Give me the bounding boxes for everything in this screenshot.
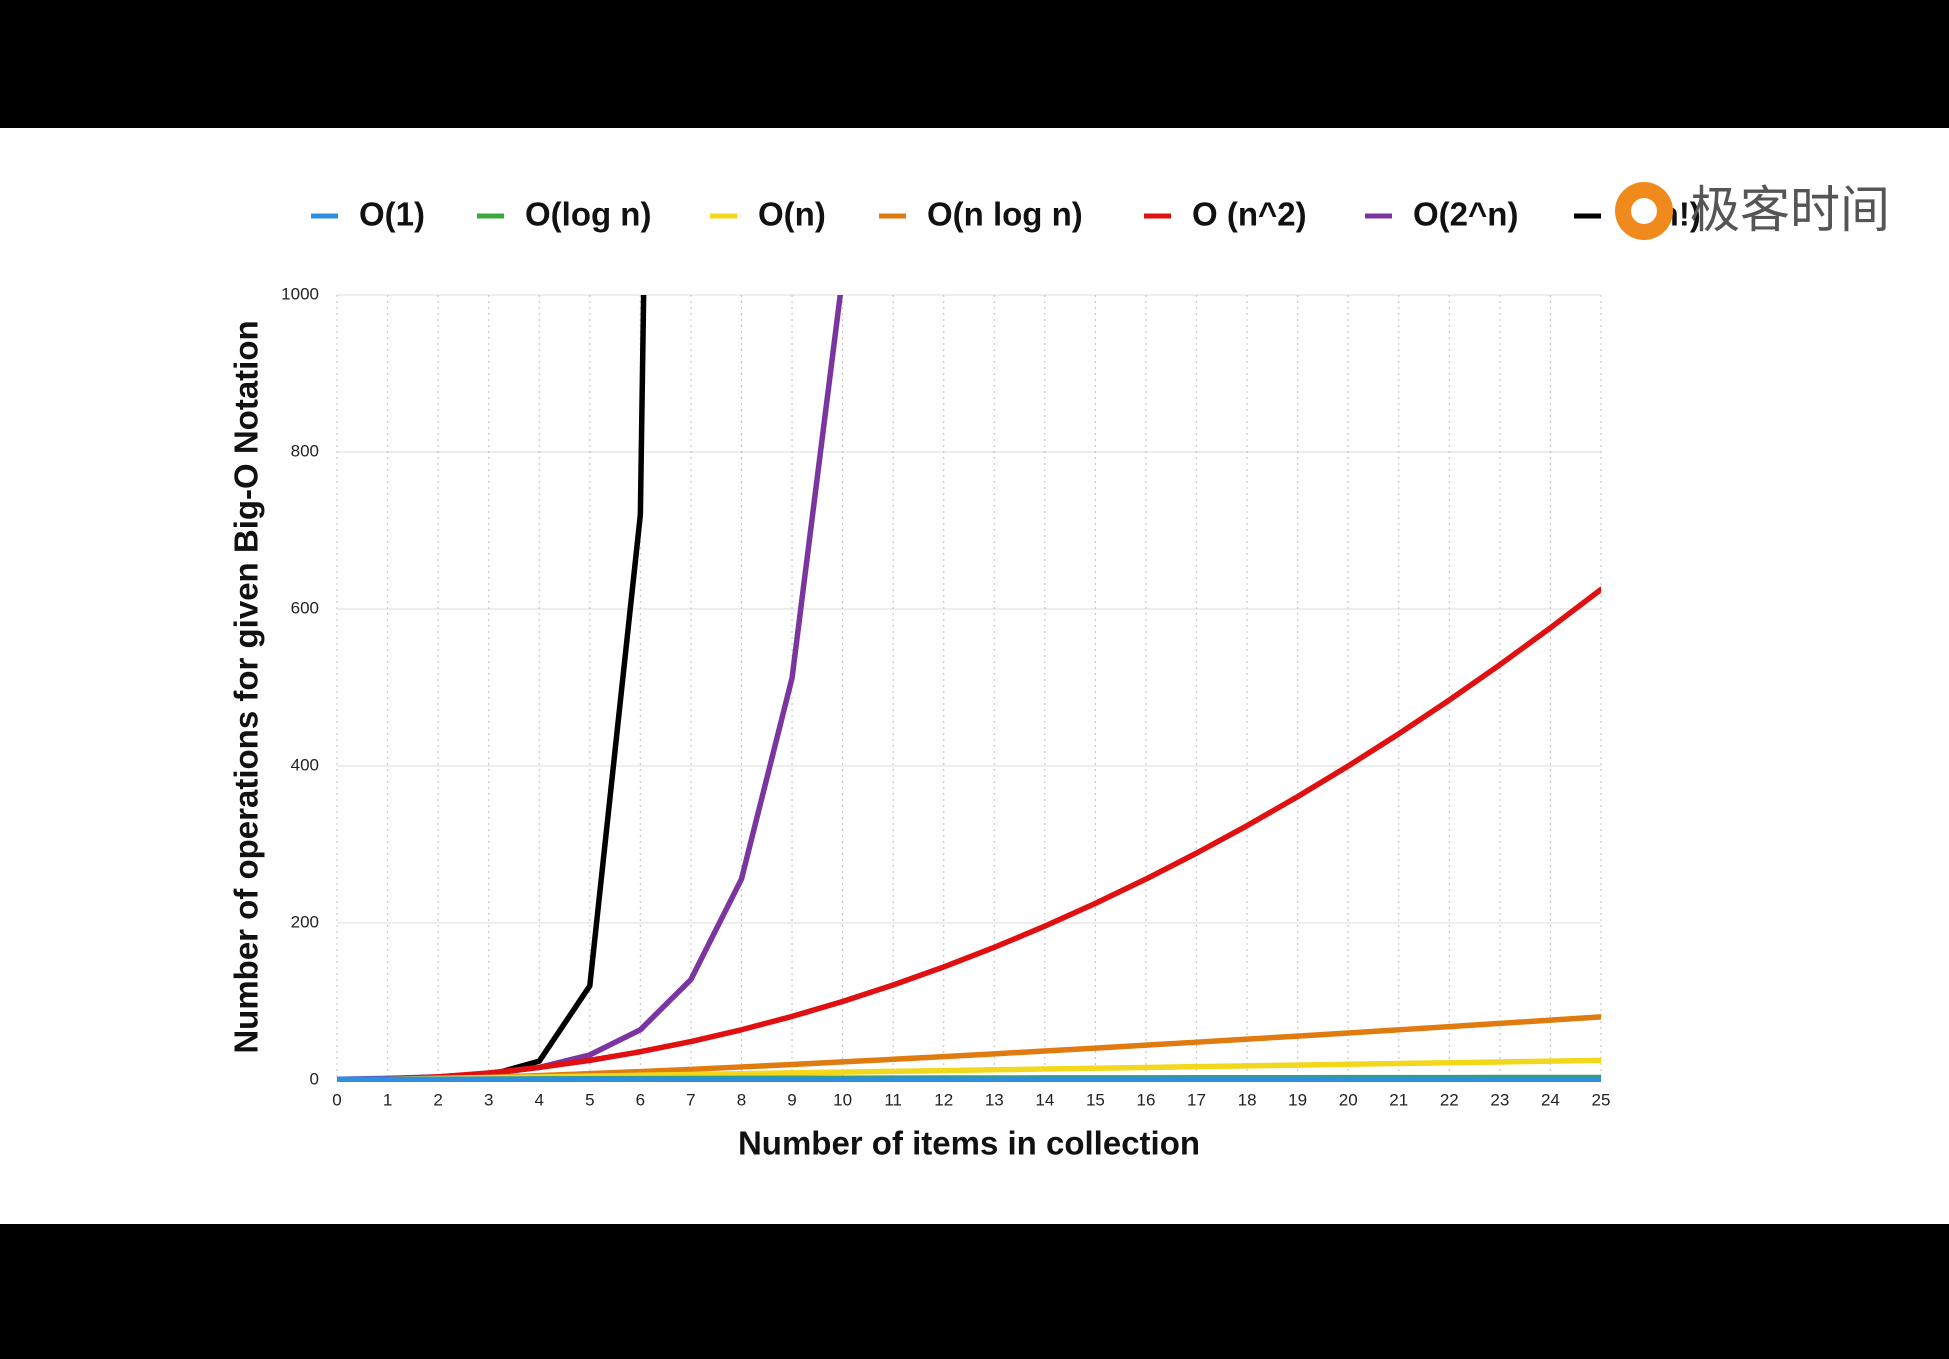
- legend-label: O(n): [758, 196, 826, 233]
- x-tick-label: 24: [1541, 1090, 1560, 1109]
- x-tick-label: 4: [535, 1090, 544, 1109]
- x-tick-label: 17: [1187, 1090, 1206, 1109]
- legend-label: O(2^n): [1413, 196, 1518, 233]
- legend-label: O (n^2): [1192, 196, 1307, 233]
- x-tick-label: 8: [737, 1090, 746, 1109]
- x-tick-label: 19: [1288, 1090, 1307, 1109]
- legend-label: O(log n): [525, 196, 651, 233]
- x-tick-label: 9: [787, 1090, 796, 1109]
- x-tick-label: 1: [383, 1090, 392, 1109]
- x-tick-label: 23: [1490, 1090, 1509, 1109]
- legend: O(1)O(log n)O(n)O(n log n)O (n^2)O(2^n)O…: [311, 196, 1701, 233]
- x-tick-label: 16: [1136, 1090, 1155, 1109]
- x-tick-label: 10: [833, 1090, 852, 1109]
- x-tick-label: 6: [636, 1090, 645, 1109]
- x-axis-title: Number of items in collection: [738, 1125, 1200, 1162]
- x-tick-label: 15: [1086, 1090, 1105, 1109]
- y-tick-label: 600: [291, 598, 319, 617]
- x-tick-label: 22: [1440, 1090, 1459, 1109]
- legend-label: O(1): [359, 196, 425, 233]
- x-tick-label: 20: [1339, 1090, 1358, 1109]
- x-tick-label: 12: [934, 1090, 953, 1109]
- y-tick-label: 800: [291, 441, 319, 460]
- x-tick-label: 3: [484, 1090, 493, 1109]
- x-tick-label: 25: [1592, 1090, 1611, 1109]
- y-tick-label: 1000: [281, 284, 319, 303]
- watermark-text: 极客时间: [1690, 182, 1890, 238]
- y-tick-label: 0: [310, 1069, 319, 1088]
- x-tick-label: 11: [884, 1090, 902, 1109]
- plot-lines: [337, 295, 1601, 1082]
- series-line: [337, 586, 1601, 1082]
- x-tick-label: 14: [1035, 1090, 1054, 1109]
- y-tick-label: 400: [291, 755, 319, 774]
- y-axis-title: Number of operations for given Big-O Not…: [228, 320, 265, 1053]
- x-tick-label: 13: [985, 1090, 1004, 1109]
- x-tick-label: 7: [686, 1090, 695, 1109]
- watermark: 极客时间: [1615, 182, 1890, 240]
- x-tick-label: 2: [433, 1090, 442, 1109]
- watermark-logo-inner: [1631, 198, 1657, 224]
- x-tick-label: 5: [585, 1090, 594, 1109]
- legend-label: O(n log n): [927, 196, 1083, 233]
- x-tick-label: 21: [1389, 1090, 1408, 1109]
- x-tick-label: 18: [1238, 1090, 1257, 1109]
- slide-background: [0, 128, 1949, 1224]
- y-tick-label: 200: [291, 912, 319, 931]
- x-tick-label: 0: [332, 1090, 341, 1109]
